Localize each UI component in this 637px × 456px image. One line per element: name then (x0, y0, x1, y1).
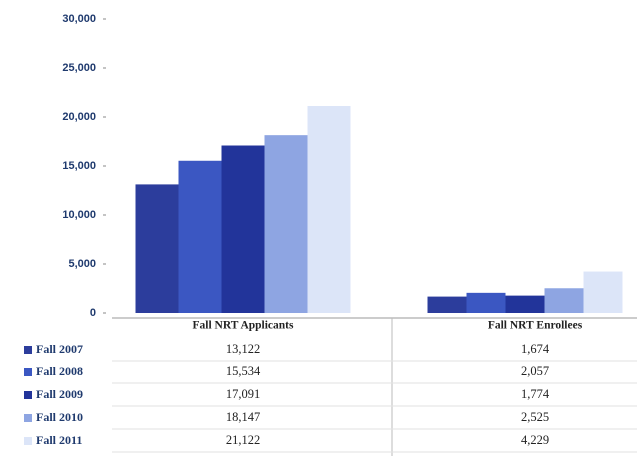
y-tick-label: 0 (90, 307, 96, 319)
legend-swatch (24, 368, 32, 376)
y-tick-label: 5,000 (68, 258, 96, 270)
table-cell: 2,525 (521, 410, 549, 424)
table-cell: 1,674 (521, 342, 550, 356)
bar (544, 288, 584, 313)
bar (135, 184, 179, 313)
bar (178, 160, 222, 313)
bar (221, 145, 265, 313)
bar (583, 271, 623, 313)
bar (307, 106, 351, 314)
legend-label: Fall 2009 (36, 387, 83, 401)
y-tick-label: 15,000 (62, 160, 96, 172)
table-cell: 2,057 (521, 364, 549, 378)
bar (466, 292, 506, 313)
y-tick-label: 10,000 (62, 209, 96, 221)
legend-swatch (24, 437, 32, 445)
y-tick-label: 30,000 (62, 13, 96, 25)
table-cell: 17,091 (226, 387, 260, 401)
table-cell: 18,147 (226, 410, 260, 424)
table-cell: 13,122 (226, 342, 260, 356)
table-cell: 15,534 (226, 364, 261, 378)
legend-swatch (24, 346, 32, 354)
y-tick-label: 20,000 (62, 111, 96, 123)
y-tick-label: 25,000 (62, 62, 96, 74)
table-cell: 1,774 (521, 387, 550, 401)
legend-label: Fall 2010 (36, 410, 83, 424)
category-header: Fall NRT Applicants (193, 320, 295, 332)
table-cell: 21,122 (226, 433, 260, 447)
legend-label: Fall 2008 (36, 364, 83, 378)
legend-swatch (24, 391, 32, 399)
legend-label: Fall 2011 (36, 433, 82, 447)
legend-label: Fall 2007 (36, 342, 83, 356)
table-cell: 4,229 (521, 433, 549, 447)
category-header: Fall NRT Enrollees (488, 320, 583, 332)
legend-swatch (24, 414, 32, 422)
bar (264, 135, 308, 313)
bar (427, 296, 467, 313)
bar (505, 295, 545, 313)
